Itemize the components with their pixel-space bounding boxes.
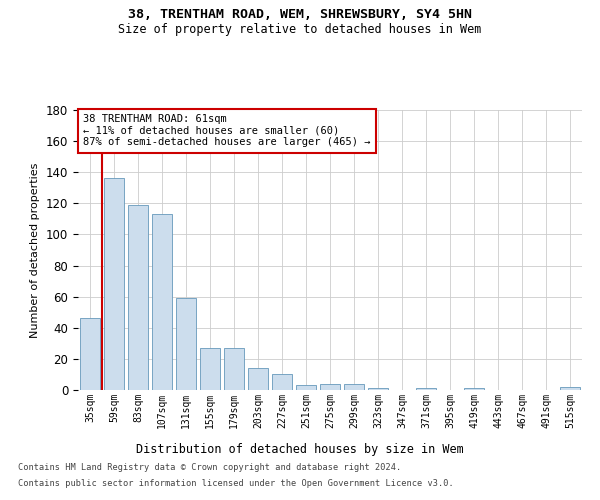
- Bar: [320, 384, 340, 390]
- Bar: [272, 374, 292, 390]
- Text: Contains public sector information licensed under the Open Government Licence v3: Contains public sector information licen…: [18, 478, 454, 488]
- Text: 38 TRENTHAM ROAD: 61sqm
← 11% of detached houses are smaller (60)
87% of semi-de: 38 TRENTHAM ROAD: 61sqm ← 11% of detache…: [83, 114, 371, 148]
- Bar: [176, 298, 196, 390]
- Text: Distribution of detached houses by size in Wem: Distribution of detached houses by size …: [136, 442, 464, 456]
- Bar: [344, 384, 364, 390]
- Bar: [200, 348, 220, 390]
- Bar: [80, 318, 100, 390]
- Text: 38, TRENTHAM ROAD, WEM, SHREWSBURY, SY4 5HN: 38, TRENTHAM ROAD, WEM, SHREWSBURY, SY4 …: [128, 8, 472, 20]
- Bar: [368, 388, 388, 390]
- Bar: [152, 214, 172, 390]
- Bar: [104, 178, 124, 390]
- Bar: [248, 368, 268, 390]
- Bar: [560, 387, 580, 390]
- Text: Size of property relative to detached houses in Wem: Size of property relative to detached ho…: [118, 22, 482, 36]
- Text: Contains HM Land Registry data © Crown copyright and database right 2024.: Contains HM Land Registry data © Crown c…: [18, 464, 401, 472]
- Bar: [416, 388, 436, 390]
- Bar: [128, 205, 148, 390]
- Bar: [296, 386, 316, 390]
- Y-axis label: Number of detached properties: Number of detached properties: [31, 162, 40, 338]
- Bar: [464, 388, 484, 390]
- Bar: [224, 348, 244, 390]
